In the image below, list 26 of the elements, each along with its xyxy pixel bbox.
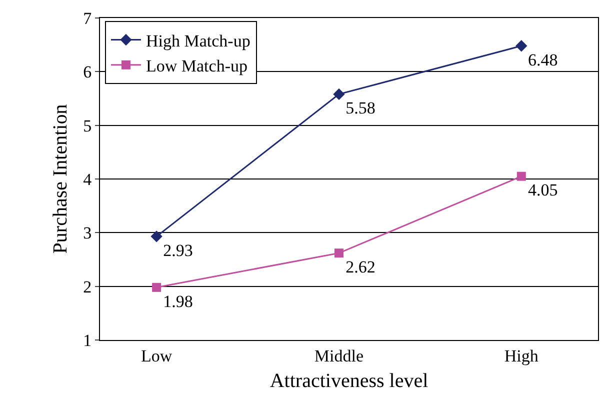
y-axis-title: Purchase Intention	[50, 104, 72, 254]
point	[516, 40, 528, 52]
x-tick-label: Middle	[314, 346, 364, 366]
point	[333, 88, 345, 100]
x-tick-label: High	[504, 346, 539, 366]
x-axis-title: Attractiveness level	[270, 370, 429, 392]
y-tick-label: 7	[83, 8, 92, 28]
data-label: 2.62	[346, 257, 376, 276]
data-label: 5.58	[346, 98, 376, 118]
y-tick-label: 6	[83, 62, 92, 82]
point	[152, 282, 162, 292]
point	[334, 248, 344, 258]
y-tick-label: 5	[83, 116, 92, 136]
y-tick-label: 3	[83, 224, 92, 243]
data-label: 6.48	[528, 50, 558, 70]
data-label: 2.93	[163, 240, 193, 260]
legend-label: High Match-up	[146, 31, 250, 50]
data-label: 1.98	[163, 292, 193, 311]
legend-label: Low Match-up	[146, 56, 248, 76]
point	[516, 172, 526, 181]
x-tick-label: Low	[140, 346, 173, 366]
y-tick-label: 2	[83, 277, 92, 296]
y-tick-label: 1	[83, 330, 92, 350]
y-tick-label: 4	[83, 170, 92, 189]
data-label: 4.05	[528, 180, 558, 200]
point	[150, 230, 162, 242]
